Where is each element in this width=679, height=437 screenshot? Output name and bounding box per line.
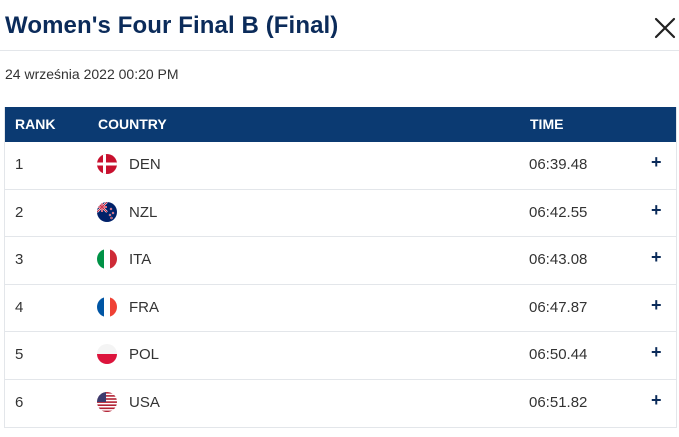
- country-cell: POL: [129, 346, 160, 364]
- table-row[interactable]: 4 FRA 06:47.87 +: [5, 285, 676, 333]
- close-icon: [654, 17, 676, 39]
- expand-row-button[interactable]: +: [651, 247, 662, 268]
- ita-flag-icon: [97, 249, 117, 270]
- rank-cell: 3: [15, 251, 24, 269]
- rank-cell: 1: [15, 156, 24, 173]
- column-header-time: TIME: [530, 116, 564, 132]
- table-row[interactable]: 1 DEN 06:39.48 +: [5, 142, 676, 190]
- country-cell: NZL: [129, 203, 158, 221]
- table-row[interactable]: 2 NZL 06:42.55 +: [5, 190, 676, 238]
- time-cell: 06:39.48: [529, 156, 588, 173]
- time-cell: 06:43.08: [529, 251, 588, 269]
- table-row[interactable]: 3 ITA 06:43.08 +: [5, 237, 676, 285]
- rank-cell: 6: [15, 393, 24, 411]
- fra-flag-icon: [97, 296, 117, 317]
- close-button[interactable]: [653, 16, 677, 40]
- results-table: RANK COUNTRY TIME 1 DEN 06:39.48 + 2: [4, 107, 677, 428]
- table-row[interactable]: 6 USA 06:51.82 +: [5, 380, 676, 428]
- rank-cell: 5: [15, 346, 24, 364]
- expand-row-button[interactable]: +: [651, 342, 662, 363]
- pol-flag-icon: [97, 344, 117, 365]
- header-divider: [0, 50, 679, 51]
- column-header-country: COUNTRY: [98, 116, 167, 132]
- rank-cell: 4: [15, 298, 24, 316]
- usa-flag-icon: [97, 391, 117, 412]
- expand-row-button[interactable]: +: [651, 389, 662, 410]
- expand-row-button[interactable]: +: [651, 294, 662, 315]
- country-cell: ITA: [129, 251, 152, 269]
- country-cell: DEN: [129, 156, 161, 173]
- time-cell: 06:51.82: [529, 393, 588, 411]
- table-header: RANK COUNTRY TIME: [5, 107, 676, 142]
- column-header-rank: RANK: [15, 116, 56, 132]
- country-cell: FRA: [129, 298, 159, 316]
- rank-cell: 2: [15, 203, 24, 221]
- page-title: Women's Four Final B (Final): [5, 12, 339, 39]
- time-cell: 06:42.55: [529, 203, 588, 221]
- country-cell: USA: [129, 393, 160, 411]
- nzl-flag-icon: [97, 201, 117, 222]
- expand-row-button[interactable]: +: [651, 199, 662, 220]
- den-flag-icon: [97, 154, 117, 174]
- race-datetime: 24 września 2022 00:20 PM: [5, 66, 179, 82]
- time-cell: 06:47.87: [529, 298, 588, 316]
- time-cell: 06:50.44: [529, 346, 588, 364]
- expand-row-button[interactable]: +: [651, 152, 662, 172]
- table-row[interactable]: 5 POL 06:50.44 +: [5, 332, 676, 380]
